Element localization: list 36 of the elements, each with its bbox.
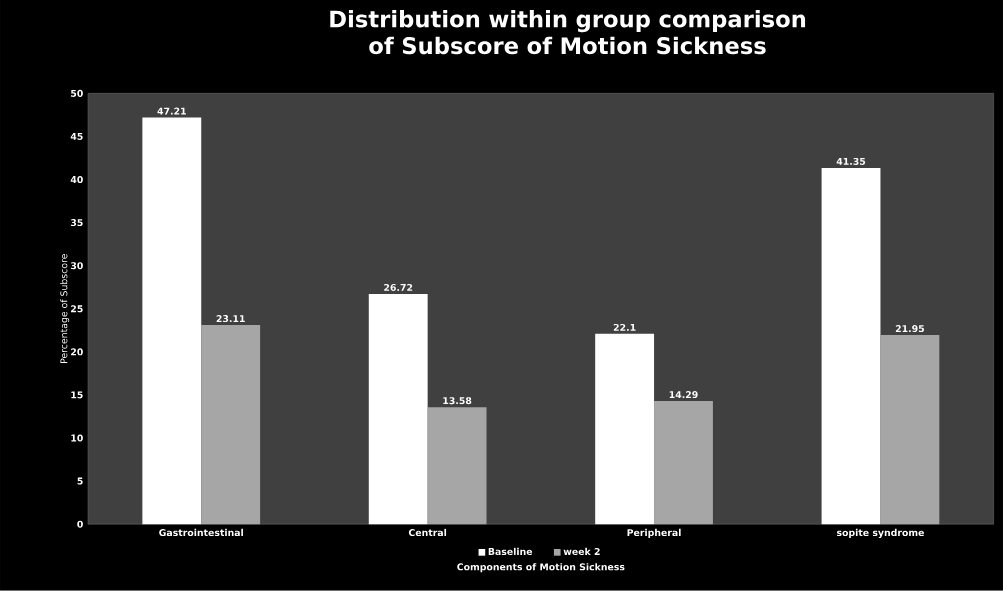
bar	[201, 325, 261, 525]
y-axis-title: Percentage of Subscore	[60, 254, 70, 364]
data-label: 23.11	[216, 315, 245, 323]
y-tick-label: 45	[70, 133, 83, 140]
x-tick-label: Gastrointestinal	[159, 528, 243, 537]
y-tick-label: 0	[77, 520, 83, 528]
x-tick-label: Peripheral	[627, 528, 681, 538]
bar	[595, 333, 655, 525]
data-label: 26.72	[384, 284, 413, 292]
y-tick-label: 25	[71, 305, 83, 313]
data-label: 13.58	[443, 397, 472, 405]
y-tick-label: 40	[70, 176, 83, 184]
data-label: 22.1	[613, 323, 636, 331]
y-tick-label: 35	[70, 219, 83, 227]
y-tick-label: 5	[77, 477, 83, 485]
data-label: 21.95	[895, 325, 924, 333]
bar	[654, 401, 713, 525]
bar	[821, 167, 881, 525]
data-label: 47.21	[157, 107, 186, 115]
x-axis-title: Components of Motion Sickness	[457, 563, 625, 573]
x-tick-label: sopite syndrome	[836, 528, 924, 539]
bar	[427, 407, 487, 525]
y-tick-label: 30	[70, 262, 83, 270]
y-tick-label: 20	[71, 348, 83, 356]
y-tick-label: 10	[71, 434, 83, 442]
data-label: 41.35	[836, 157, 866, 166]
chart-title: Distribution within group comparison of Subscore of Motion Sickness	[330, 10, 806, 55]
legend-label: week 2	[563, 547, 600, 556]
data-label: 14.29	[669, 391, 698, 399]
bar	[142, 117, 202, 525]
bar	[880, 335, 940, 525]
y-tick-label: 50	[71, 89, 83, 97]
y-tick-label: 15	[71, 391, 83, 399]
bar	[368, 294, 428, 525]
legend-label: Baseline	[488, 547, 533, 556]
x-tick-label: Central	[408, 528, 447, 537]
